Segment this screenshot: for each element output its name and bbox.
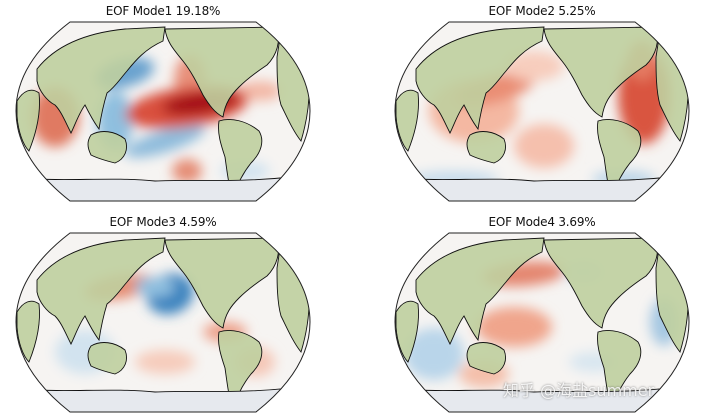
panel-title: EOF Mode4 3.69% (488, 215, 596, 229)
landmass (164, 237, 279, 329)
map-content (395, 233, 689, 412)
positive-anomaly (172, 159, 202, 183)
positive-anomaly (504, 51, 564, 81)
negative-anomaly (135, 277, 175, 297)
landmass (218, 330, 263, 410)
landmass (395, 300, 419, 363)
watermark: 知乎 @海盐summer (503, 381, 655, 400)
landmass (543, 237, 658, 329)
landmass (543, 26, 658, 118)
panel-title: EOF Mode2 5.25% (488, 4, 596, 18)
landmass (415, 237, 545, 346)
landmass (87, 131, 127, 164)
landmass (16, 89, 40, 152)
landmass (36, 237, 166, 346)
landmass (218, 119, 263, 199)
landmass (87, 342, 127, 375)
positive-anomaly (238, 81, 282, 101)
eof-map (15, 21, 311, 202)
landmass (395, 89, 419, 152)
antarctica (33, 176, 292, 201)
landmass (466, 131, 506, 164)
eof-map (394, 232, 690, 413)
positive-anomaly (135, 350, 195, 374)
antarctica (412, 387, 671, 412)
panel-title: EOF Mode1 19.18% (105, 4, 221, 18)
map-content (395, 22, 689, 201)
eof-map (15, 232, 311, 413)
negative-anomaly (124, 124, 206, 158)
map-content (16, 22, 310, 201)
panel-title: EOF Mode3 4.59% (109, 215, 217, 229)
landmass (164, 26, 279, 118)
landmass (466, 342, 506, 375)
map-content (16, 233, 310, 412)
map-border (15, 21, 311, 202)
landmass (415, 26, 545, 135)
landmass (597, 119, 642, 199)
map-border (15, 232, 311, 413)
map-border (394, 21, 690, 202)
landmass (16, 300, 40, 363)
positive-anomaly (476, 307, 552, 347)
positive-anomaly (514, 124, 574, 168)
antarctica (412, 176, 671, 201)
landmass (597, 330, 642, 410)
landmass (36, 26, 166, 135)
antarctica (33, 387, 292, 412)
eof-map (394, 21, 690, 202)
map-border (394, 232, 690, 413)
